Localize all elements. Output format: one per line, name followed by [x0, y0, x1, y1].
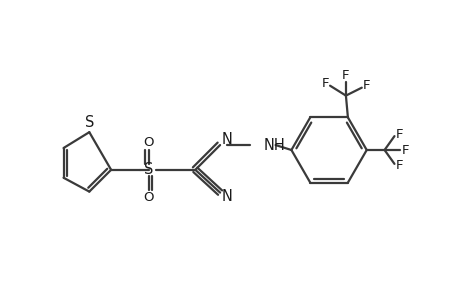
Text: F: F — [362, 79, 369, 92]
Text: O: O — [143, 191, 154, 204]
Text: O: O — [143, 136, 154, 148]
Text: N: N — [221, 189, 232, 204]
Text: F: F — [321, 77, 328, 90]
Text: F: F — [395, 128, 402, 141]
Text: NH: NH — [263, 137, 285, 152]
Text: F: F — [395, 159, 402, 172]
Text: F: F — [341, 69, 349, 82]
Text: S: S — [84, 115, 94, 130]
Text: N: N — [221, 132, 232, 147]
Text: F: F — [401, 143, 408, 157]
Text: S: S — [144, 162, 153, 177]
